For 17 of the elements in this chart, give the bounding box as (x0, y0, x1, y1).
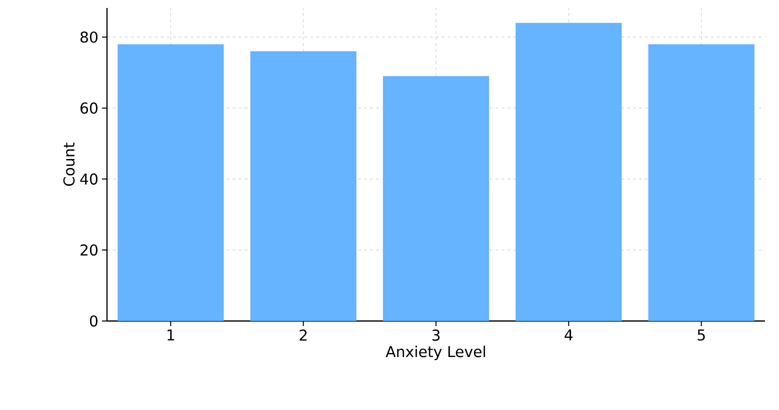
y-tick-label: 20 (80, 244, 98, 256)
y-tick-label: 0 (90, 315, 98, 327)
bar (516, 22, 622, 321)
x-tick-label: 4 (564, 330, 573, 340)
bar (118, 44, 224, 321)
bar (250, 51, 356, 321)
y-tick-label: 80 (80, 31, 98, 43)
y-tick-label: 60 (80, 102, 98, 114)
x-axis-title: Anxiety Level (386, 346, 486, 360)
x-tick-label: 1 (168, 330, 174, 340)
bar (382, 76, 490, 321)
x-tick-label: 5 (698, 330, 705, 341)
x-tick-label: 2 (300, 330, 307, 341)
y-tick-label: 40 (80, 173, 98, 185)
y-axis-title: Count (63, 142, 75, 186)
x-tick-label: 3 (432, 330, 440, 341)
bar (648, 44, 754, 321)
